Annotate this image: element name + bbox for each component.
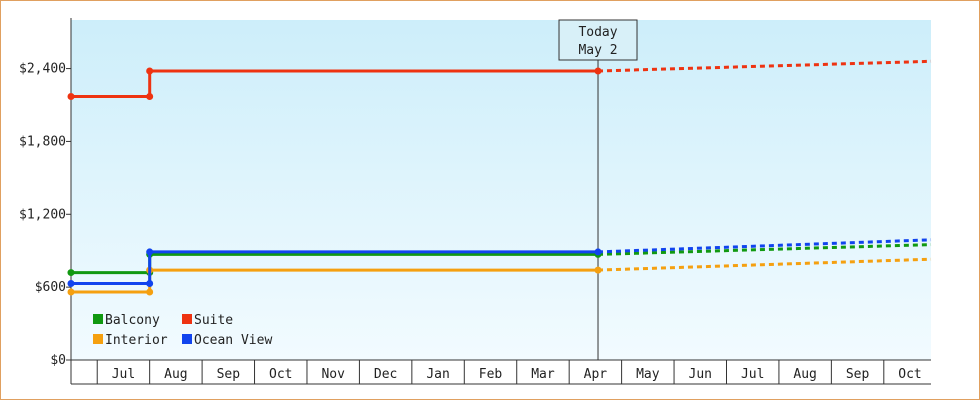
series-ocean-view-line bbox=[71, 250, 598, 285]
series-suite-point bbox=[67, 93, 75, 100]
x-tick-label: Sep bbox=[217, 367, 241, 382]
x-tick-label: Jan bbox=[426, 367, 449, 382]
x-tick-label: Oct bbox=[898, 367, 921, 382]
today-box bbox=[558, 19, 638, 61]
series-suite-forecast bbox=[597, 59, 932, 73]
series-lines bbox=[67, 59, 932, 296]
series-interior-point bbox=[146, 288, 154, 296]
series-suite-point bbox=[146, 67, 154, 75]
series-ocean-view-point bbox=[594, 248, 602, 256]
legend-label-ocean-view: Ocean View bbox=[194, 333, 272, 348]
legend-swatch-interior bbox=[93, 334, 103, 344]
series-ocean-view-point bbox=[67, 280, 75, 287]
y-tick-label: $1,800 bbox=[19, 134, 66, 149]
x-axis: Jul Aug Sep Oct Nov Dec Jan Feb Mar Apr May Jun Jul A… bbox=[71, 359, 931, 385]
series-interior-point bbox=[67, 288, 75, 296]
x-tick-label: Feb bbox=[479, 367, 503, 382]
series-balcony-point bbox=[67, 269, 75, 277]
x-tick-label: May bbox=[636, 367, 660, 382]
legend-label-suite: Suite bbox=[194, 313, 233, 328]
series-interior-point bbox=[594, 266, 602, 274]
x-tick-label: Dec bbox=[374, 367, 397, 382]
legend-swatch-ocean-view bbox=[182, 334, 192, 344]
today-label: Today bbox=[578, 25, 617, 40]
series-ocean-view-forecast bbox=[597, 238, 932, 254]
series-suite-point bbox=[594, 67, 602, 75]
series-ocean-view-point bbox=[146, 280, 154, 287]
plot-area bbox=[71, 20, 931, 360]
legend-label-balcony: Balcony bbox=[105, 313, 160, 328]
y-tick-label: $0 bbox=[50, 353, 66, 368]
series-interior-forecast bbox=[597, 257, 932, 272]
legend: Balcony Suite Interior Ocean View bbox=[93, 313, 272, 348]
y-axis: $0 $600 $1,200 $1,800 $2,400 bbox=[19, 18, 72, 384]
y-tick-label: $2,400 bbox=[19, 62, 66, 77]
series-balcony-forecast bbox=[597, 243, 932, 256]
x-tick-label: Aug bbox=[164, 367, 187, 382]
x-tick-label: Oct bbox=[269, 367, 292, 382]
x-tick-label: Aug bbox=[793, 367, 816, 382]
y-tick-label: $1,200 bbox=[19, 207, 66, 222]
x-tick-label: Jun bbox=[689, 367, 712, 382]
x-tick-label: Sep bbox=[846, 367, 870, 382]
series-suite-line bbox=[71, 69, 598, 98]
x-tick-label: Mar bbox=[531, 367, 555, 382]
x-tick-label: Apr bbox=[584, 367, 608, 382]
legend-label-interior: Interior bbox=[105, 333, 168, 348]
today-date: May 2 bbox=[578, 43, 617, 58]
series-ocean-view-point bbox=[146, 248, 154, 256]
legend-swatch-balcony bbox=[93, 314, 103, 324]
x-tick-label: Jul bbox=[112, 367, 135, 382]
legend-swatch-suite bbox=[182, 314, 192, 324]
y-tick-label: $600 bbox=[35, 280, 66, 295]
x-tick-label: Nov bbox=[321, 367, 345, 382]
series-suite-point bbox=[146, 93, 154, 100]
today-marker: Today May 2 bbox=[558, 19, 638, 360]
x-tick-label: Jul bbox=[741, 367, 764, 382]
